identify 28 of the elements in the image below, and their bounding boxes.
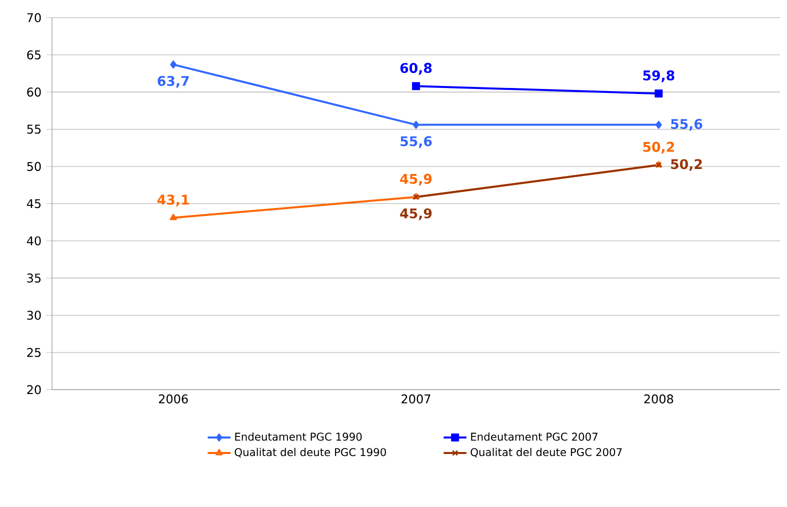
x-tick-label: 2007 (402, 394, 430, 404)
data-label: 45,9 (400, 174, 432, 186)
y-tick-label: 70 (27, 13, 41, 22)
data-label: 45,9 (400, 208, 432, 220)
legend-label: Endeutament PGC 1990 (235, 432, 362, 441)
y-tick-label: 25 (27, 348, 41, 358)
data-label: 55,6 (671, 118, 702, 131)
y-tick-label: 60 (27, 88, 41, 97)
y-tick-label: 40 (26, 236, 41, 246)
data-label: 50,2 (671, 159, 702, 171)
x-tick-label: 2006 (158, 394, 188, 404)
y-tick-label: 45 (26, 199, 41, 208)
legend-label: Qualitat del deute PGC 2007 (470, 448, 622, 458)
data-label: 60,8 (400, 62, 432, 75)
data-label: 63,7 (158, 76, 189, 88)
y-tick-label: 30 (27, 310, 41, 320)
y-tick-label: 55 (27, 124, 41, 134)
y-tick-label: 65 (27, 50, 41, 60)
data-label: 43,1 (157, 194, 189, 206)
legend-label: Qualitat del deute PGC 1990 (234, 448, 386, 458)
data-label: 50,2 (643, 142, 674, 154)
legend-label: Endeutament PGC 2007 (471, 432, 598, 441)
y-tick-label: 50 (27, 162, 41, 171)
data-label: 55,6 (400, 136, 432, 148)
y-tick-label: 20 (27, 385, 41, 394)
data-label: 59,8 (643, 70, 674, 82)
y-tick-label: 35 (27, 274, 41, 283)
x-tick-label: 2008 (644, 394, 674, 404)
